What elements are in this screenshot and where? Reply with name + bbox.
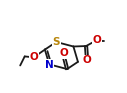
Text: O: O — [92, 35, 101, 45]
Text: S: S — [53, 37, 60, 47]
Text: O: O — [29, 52, 38, 62]
Text: O: O — [83, 55, 91, 65]
Text: O: O — [59, 48, 68, 58]
Text: N: N — [45, 60, 53, 70]
